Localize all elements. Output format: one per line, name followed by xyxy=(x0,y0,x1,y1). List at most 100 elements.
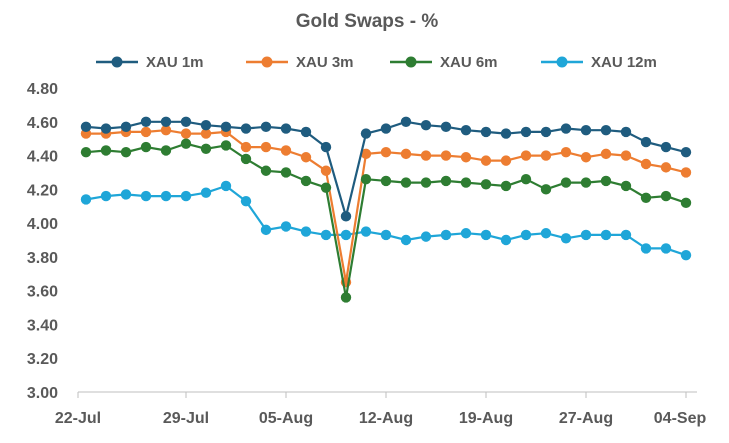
data-point xyxy=(280,123,292,134)
data-point xyxy=(360,128,372,139)
data-point xyxy=(180,116,192,127)
data-point xyxy=(640,136,652,148)
data-point xyxy=(620,229,632,241)
x-tick-label: 27-Aug xyxy=(559,410,613,427)
data-point xyxy=(160,190,172,202)
legend-label: XAU 1m xyxy=(146,54,204,71)
data-point xyxy=(480,179,492,190)
data-point xyxy=(620,126,632,138)
data-point xyxy=(260,121,272,133)
data-point xyxy=(560,177,572,188)
data-point xyxy=(380,123,392,134)
legend-marker xyxy=(111,56,123,68)
data-point xyxy=(200,119,212,131)
data-point xyxy=(560,146,572,158)
data-point xyxy=(220,180,232,192)
data-point xyxy=(80,121,92,133)
chart-title: Gold Swaps - % xyxy=(296,11,439,32)
data-point xyxy=(580,229,592,241)
data-point xyxy=(480,155,492,166)
data-point xyxy=(80,194,92,205)
y-tick-label: 3.60 xyxy=(27,284,58,301)
data-point xyxy=(120,121,132,133)
data-point xyxy=(420,150,432,161)
data-point xyxy=(400,116,412,127)
y-tick-label: 4.20 xyxy=(27,182,58,199)
data-point xyxy=(140,126,152,138)
data-point xyxy=(440,150,452,161)
data-point xyxy=(660,141,672,153)
data-point xyxy=(520,126,532,138)
plot-area xyxy=(80,116,692,303)
data-point xyxy=(400,234,412,246)
data-point xyxy=(420,177,432,188)
data-point xyxy=(300,152,312,163)
data-point xyxy=(140,116,152,127)
data-point xyxy=(160,145,172,156)
data-point xyxy=(540,184,552,195)
data-point xyxy=(660,190,672,202)
x-tick-label: 29-Jul xyxy=(163,410,209,427)
data-point xyxy=(240,141,252,153)
x-tick-label: 22-Jul xyxy=(55,410,101,427)
data-point xyxy=(340,229,352,241)
y-tick-label: 4.00 xyxy=(27,216,58,233)
data-point xyxy=(380,175,392,187)
data-point xyxy=(140,141,152,153)
data-point xyxy=(600,175,612,187)
data-point xyxy=(100,145,112,156)
data-point xyxy=(620,150,632,161)
x-tick-label: 04-Sep xyxy=(654,410,707,427)
data-point xyxy=(620,180,632,192)
data-point xyxy=(520,174,532,185)
data-point xyxy=(320,182,332,193)
data-point xyxy=(260,141,272,153)
data-point xyxy=(320,229,332,241)
data-point xyxy=(680,146,692,158)
data-point xyxy=(100,123,112,134)
data-point xyxy=(240,195,252,207)
data-point xyxy=(600,125,612,136)
data-point xyxy=(680,197,692,209)
data-point xyxy=(640,192,652,203)
data-point xyxy=(500,128,512,139)
data-point xyxy=(440,175,452,187)
data-point xyxy=(600,148,612,160)
data-point xyxy=(280,145,292,156)
data-point xyxy=(160,116,172,127)
series-line-xau-12m xyxy=(85,184,687,257)
data-point xyxy=(540,150,552,161)
data-point xyxy=(280,221,292,232)
y-tick-label: 4.40 xyxy=(27,149,58,166)
data-point xyxy=(380,229,392,241)
data-point xyxy=(540,126,552,138)
data-point xyxy=(120,146,132,158)
data-point xyxy=(480,229,492,241)
legend-label: XAU 6m xyxy=(440,54,498,71)
data-point xyxy=(320,165,332,176)
data-point xyxy=(360,226,372,237)
data-point xyxy=(260,165,272,176)
data-point xyxy=(660,243,672,254)
data-point xyxy=(160,125,172,136)
data-point xyxy=(680,250,692,261)
data-point xyxy=(200,143,212,154)
data-point xyxy=(640,158,652,170)
data-point xyxy=(340,292,352,303)
data-point xyxy=(140,190,152,202)
data-point xyxy=(520,229,532,241)
data-point xyxy=(260,224,272,236)
data-point xyxy=(580,125,592,136)
data-point xyxy=(480,126,492,138)
data-point xyxy=(560,123,572,134)
data-point xyxy=(340,211,352,222)
data-point xyxy=(180,190,192,202)
y-tick-label: 3.40 xyxy=(27,317,58,334)
data-point xyxy=(300,226,312,237)
legend-label: XAU 12m xyxy=(591,54,657,71)
legend-marker xyxy=(405,56,417,68)
data-point xyxy=(660,162,672,173)
data-point xyxy=(600,229,612,241)
data-point xyxy=(200,128,212,139)
y-tick-label: 4.80 xyxy=(27,81,58,98)
